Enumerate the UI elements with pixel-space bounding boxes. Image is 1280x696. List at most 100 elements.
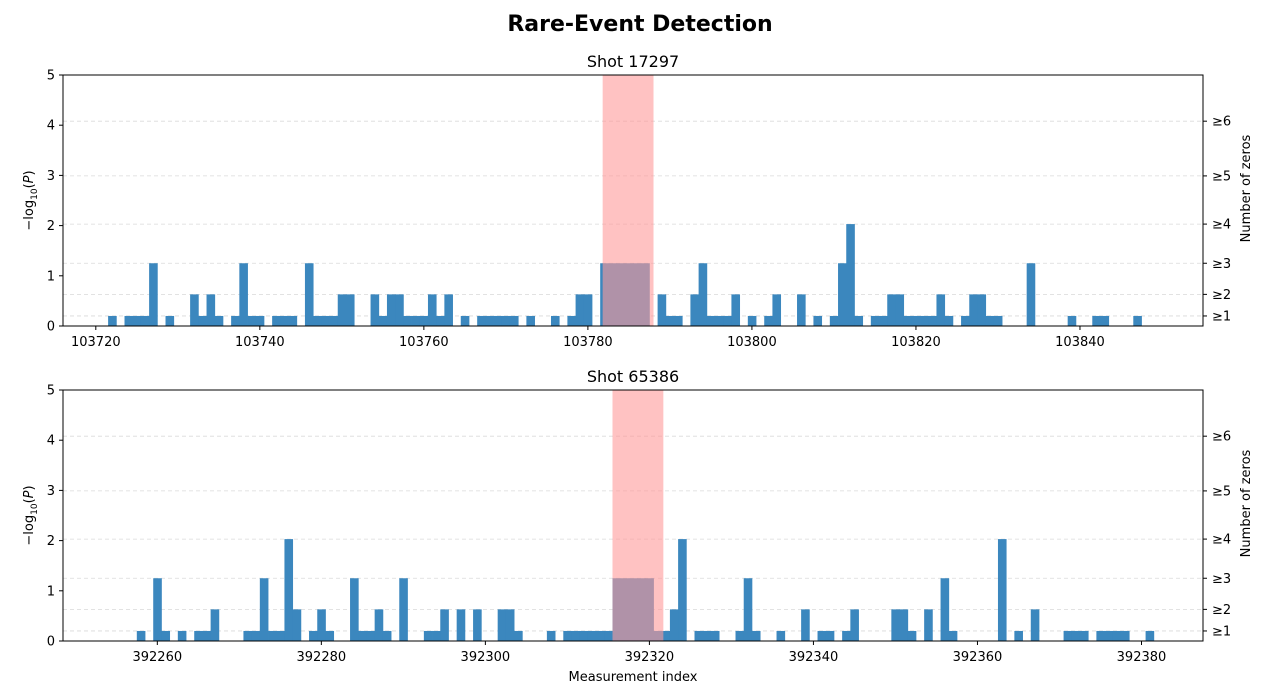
bar (358, 630, 367, 641)
bar (514, 630, 523, 641)
chart-title: Shot 17297 (587, 52, 679, 71)
bar (108, 315, 117, 326)
bar (382, 630, 392, 641)
x-tick-label: 103820 (891, 335, 941, 350)
bar (723, 315, 732, 326)
bar (743, 578, 753, 641)
bar (924, 609, 933, 641)
bar (432, 630, 441, 641)
bar (751, 630, 761, 641)
bar (776, 630, 786, 641)
bar (280, 315, 289, 326)
right-tick-label: ≥4 (1212, 533, 1231, 548)
bar (477, 315, 486, 326)
bar (427, 294, 437, 326)
chart-panel: 0 1 2 3 4 5 ≥1 ≥2 ≥3 ≥4 ≥5 ≥6 392260 392280 392300 3923… (22, 367, 1254, 685)
bar (190, 294, 199, 326)
bar (571, 630, 581, 641)
y-tick-label: 5 (47, 69, 55, 84)
y-tick-label: 5 (47, 384, 55, 399)
bar (206, 294, 216, 326)
right-tick-label: ≥3 (1212, 572, 1231, 587)
bar (149, 263, 158, 326)
bar (493, 315, 503, 326)
y-tick-label: 4 (47, 434, 55, 449)
bar (944, 315, 954, 326)
bar (907, 630, 917, 641)
bar (501, 315, 511, 326)
right-tick-label: ≥4 (1212, 218, 1231, 233)
y-axis-label: −log10(P) (22, 170, 40, 230)
x-tick-label: 392300 (461, 650, 511, 665)
bar (366, 630, 376, 641)
bar (251, 630, 261, 641)
bar (948, 630, 958, 641)
bar (936, 294, 946, 326)
bar (961, 315, 970, 326)
highlight-band (612, 390, 664, 641)
bar (587, 630, 597, 641)
bar (747, 315, 757, 326)
bar (911, 315, 921, 326)
right-tick-label: ≥5 (1212, 169, 1231, 184)
bar (309, 630, 318, 641)
bar (665, 315, 675, 326)
bar (1096, 630, 1105, 641)
bar (825, 630, 835, 641)
bar (395, 294, 404, 326)
bar (313, 315, 322, 326)
right-tick-label: ≥6 (1212, 430, 1231, 445)
bar (678, 539, 687, 641)
bar (604, 630, 613, 641)
bar (509, 315, 519, 326)
bar (846, 224, 855, 326)
bar (1092, 315, 1101, 326)
bar (813, 315, 823, 326)
bar (1026, 263, 1036, 326)
bar (444, 294, 453, 326)
bar (411, 315, 421, 326)
bar (136, 630, 146, 641)
bar (772, 294, 782, 326)
right-axis-label: Number of zeros (1239, 134, 1254, 242)
x-tick-label: 103800 (727, 335, 777, 350)
bar (456, 609, 466, 641)
x-tick-label: 103780 (563, 335, 613, 350)
chart-title: Shot 65386 (587, 367, 679, 386)
bar (694, 630, 704, 641)
bar (1120, 630, 1130, 641)
x-tick-label: 392340 (789, 650, 839, 665)
y-tick-label: 1 (47, 584, 55, 599)
bar (268, 630, 277, 641)
bar (563, 630, 572, 641)
bar (797, 294, 806, 326)
bar (977, 294, 987, 326)
bar (140, 315, 150, 326)
y-tick-label: 0 (47, 320, 55, 335)
y-axis-label-part: P (22, 490, 37, 498)
right-tick-label: ≥1 (1212, 624, 1231, 639)
x-tick-label: 392280 (297, 650, 347, 665)
bar (214, 315, 224, 326)
bar (1079, 630, 1089, 641)
bar (920, 315, 929, 326)
bar (903, 315, 913, 326)
bar (940, 578, 950, 641)
bar (706, 315, 716, 326)
right-tick-label: ≥2 (1212, 603, 1231, 618)
bar (817, 630, 827, 641)
bar (1112, 630, 1122, 641)
y-tick-label: 2 (47, 534, 55, 549)
bar (378, 315, 388, 326)
bar (243, 630, 253, 641)
bar (473, 609, 482, 641)
bar (690, 294, 700, 326)
bar (891, 609, 900, 641)
y-axis-label-part: ( (22, 183, 37, 188)
bar (276, 630, 285, 641)
x-axis-label: Measurement index (569, 670, 698, 685)
y-axis-label-part: −log (22, 515, 37, 546)
y-axis-label: −log10(P) (22, 485, 40, 545)
bar (337, 294, 347, 326)
bar (801, 609, 810, 641)
